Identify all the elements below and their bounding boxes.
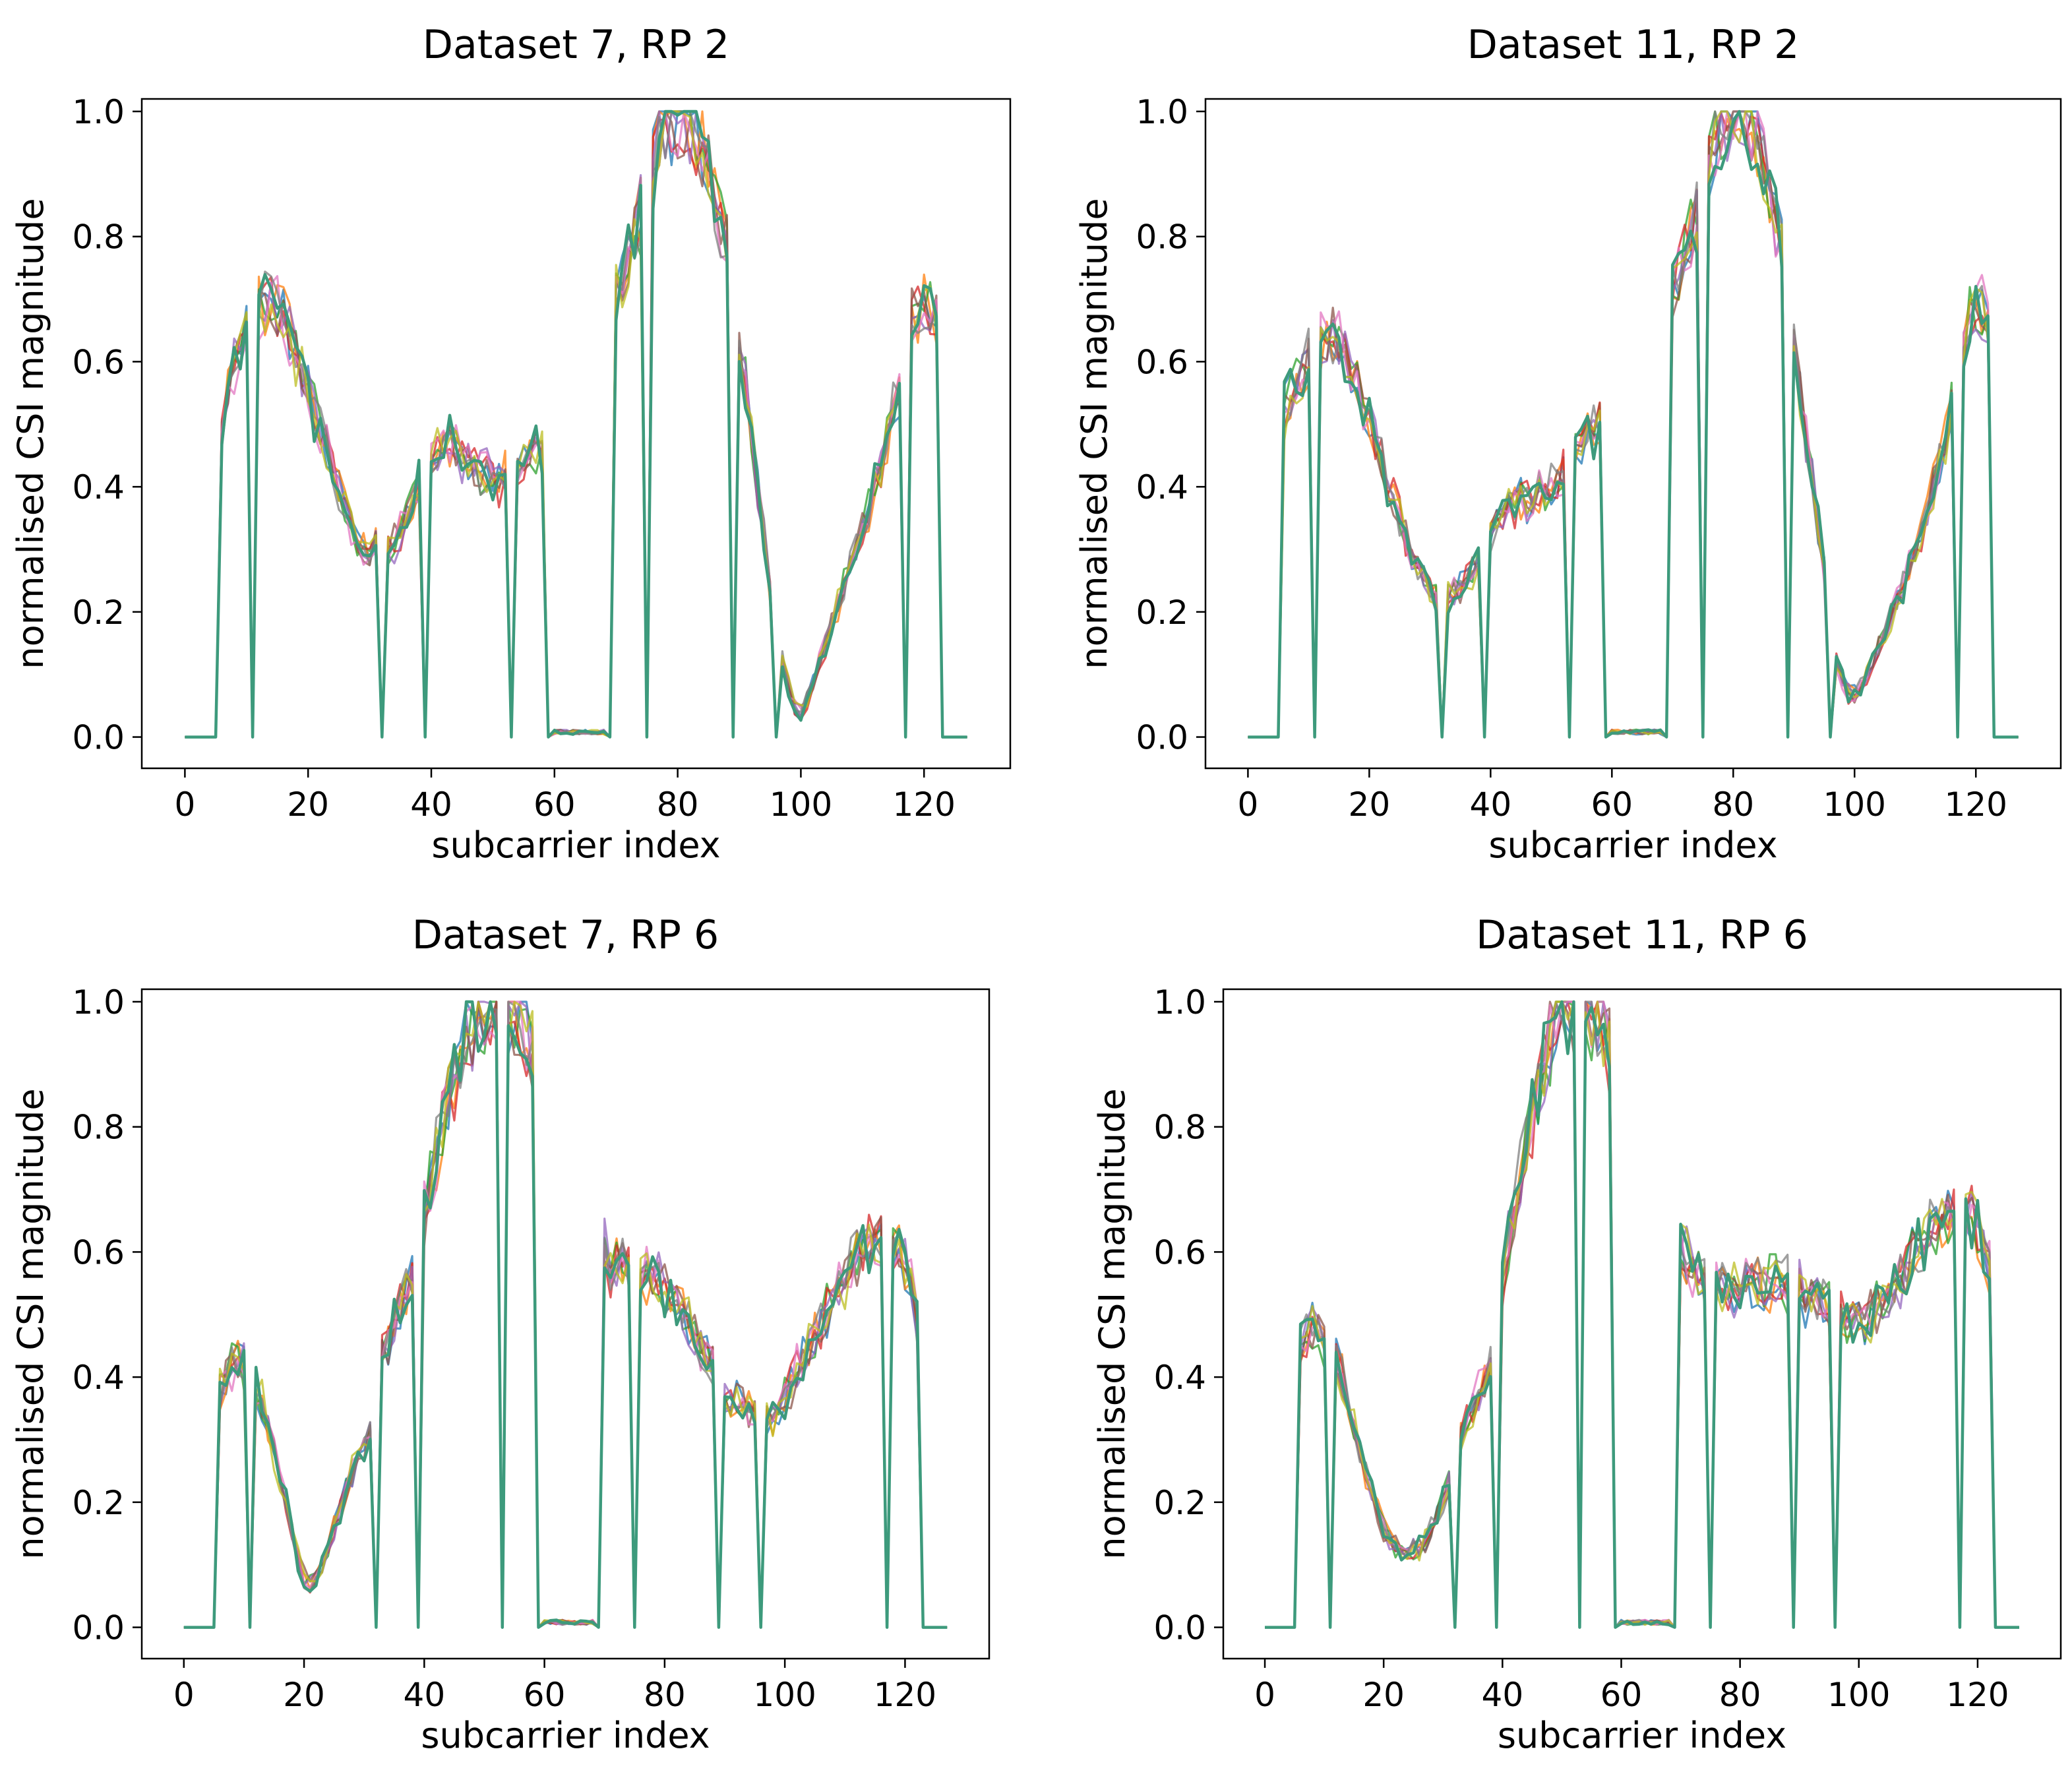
y-tick-label: 0.2 (72, 594, 125, 632)
x-tick-label: 40 (410, 785, 452, 824)
series-line-10 (185, 109, 967, 739)
x-tick-label: 120 (893, 785, 956, 824)
y-tick-label: 0.4 (72, 1359, 125, 1397)
x-tick-label: 20 (1349, 785, 1391, 824)
series-group (1265, 1000, 2019, 1629)
y-tick-label: 1.0 (72, 983, 125, 1022)
chart-panel-4: Dataset 11, RP 6 0 20 40 60 80 100 120 0.0 0.2 0.4… (1091, 912, 2062, 1756)
x-tick-label: 40 (404, 1676, 446, 1714)
x-tick-label: 40 (1470, 785, 1512, 824)
chart-title: Dataset 7, RP 6 (412, 912, 719, 958)
y-tick-label: 1.0 (1136, 93, 1188, 131)
y-axis-label: normalised CSI magnitude (1091, 1088, 1133, 1559)
y-axis-label: normalised CSI magnitude (10, 198, 51, 669)
chart-title: Dataset 11, RP 6 (1476, 912, 1808, 958)
y-tick-label: 0.4 (1153, 1359, 1206, 1397)
x-tick-label: 80 (657, 785, 699, 824)
y-tick-label: 0.0 (1153, 1609, 1206, 1647)
x-tick-label: 120 (1946, 1676, 2009, 1714)
x-tick-label: 100 (753, 1676, 816, 1714)
y-tick-label: 0.4 (1136, 468, 1188, 506)
x-tick-label: 60 (1600, 1676, 1643, 1714)
x-tick-label: 100 (1827, 1676, 1890, 1714)
series-group (1248, 109, 2019, 739)
axes-frame (1222, 988, 2062, 1660)
x-tick-label: 80 (644, 1676, 686, 1714)
x-axis-label: subcarrier index (431, 824, 720, 866)
axes-frame (140, 988, 990, 1660)
y-tick-label: 0.2 (1153, 1484, 1206, 1522)
chart-panel-1: Dataset 7, RP 2 0 20 40 60 80 100 120 0.0 0.2 0.4 0… (10, 22, 1012, 866)
x-tick-label: 0 (173, 1676, 195, 1714)
y-tick-label: 0.6 (72, 343, 125, 381)
y-tick-label: 0.0 (72, 719, 125, 757)
series-line-10 (1248, 109, 2019, 739)
axes-frame (1204, 98, 2062, 770)
chart-title: Dataset 7, RP 2 (423, 22, 729, 68)
y-tick-label: 0.2 (1136, 594, 1188, 632)
y-tick-label: 1.0 (1153, 983, 1206, 1022)
x-tick-label: 120 (874, 1676, 936, 1714)
y-tick-label: 0.6 (1153, 1233, 1206, 1271)
y-axis-label: normalised CSI magnitude (1074, 198, 1115, 669)
x-tick-label: 20 (1362, 1676, 1405, 1714)
x-tick-label: 100 (1823, 785, 1886, 824)
x-tick-label: 80 (1719, 1676, 1761, 1714)
x-tick-label: 120 (1945, 785, 2007, 824)
y-tick-label: 0.8 (1136, 218, 1188, 257)
x-axis-label: subcarrier index (1498, 1715, 1786, 1756)
chart-panel-3: Dataset 7, RP 6 0 20 40 60 80 100 120 0.0 0.2 0.4 0… (10, 912, 990, 1756)
x-tick-label: 60 (1591, 785, 1633, 824)
x-tick-label: 60 (524, 1676, 566, 1714)
x-axis-label: subcarrier index (421, 1715, 710, 1756)
y-tick-label: 1.0 (72, 93, 125, 131)
x-tick-label: 0 (1237, 785, 1258, 824)
x-axis-label: subcarrier index (1488, 824, 1777, 866)
y-tick-label: 0.0 (1136, 719, 1188, 757)
chart-panel-2: Dataset 11, RP 2 0 20 40 60 80 100 120 0.0 0.2 0.4… (1074, 22, 2062, 866)
y-tick-label: 0.6 (72, 1233, 125, 1271)
y-tick-label: 0.8 (72, 218, 125, 257)
x-tick-label: 60 (533, 785, 576, 824)
y-tick-label: 0.6 (1136, 343, 1188, 381)
series-group (185, 109, 967, 739)
x-tick-label: 20 (283, 1676, 325, 1714)
x-tick-label: 0 (1254, 1676, 1275, 1714)
axes-frame (140, 98, 1012, 770)
y-tick-label: 0.8 (1153, 1109, 1206, 1147)
y-tick-label: 0.4 (72, 468, 125, 506)
x-tick-label: 40 (1482, 1676, 1524, 1714)
x-tick-label: 20 (287, 785, 329, 824)
chart-title: Dataset 11, RP 2 (1467, 22, 1800, 68)
y-tick-label: 0.2 (72, 1484, 125, 1522)
series-group (183, 1000, 948, 1629)
y-tick-label: 0.0 (72, 1609, 125, 1647)
y-tick-label: 0.8 (72, 1109, 125, 1147)
series-line-10 (183, 1000, 948, 1629)
x-tick-label: 80 (1712, 785, 1754, 824)
x-tick-label: 100 (770, 785, 832, 824)
series-line-10 (1265, 1000, 2019, 1629)
x-tick-label: 0 (174, 785, 195, 824)
y-axis-label: normalised CSI magnitude (10, 1088, 51, 1559)
